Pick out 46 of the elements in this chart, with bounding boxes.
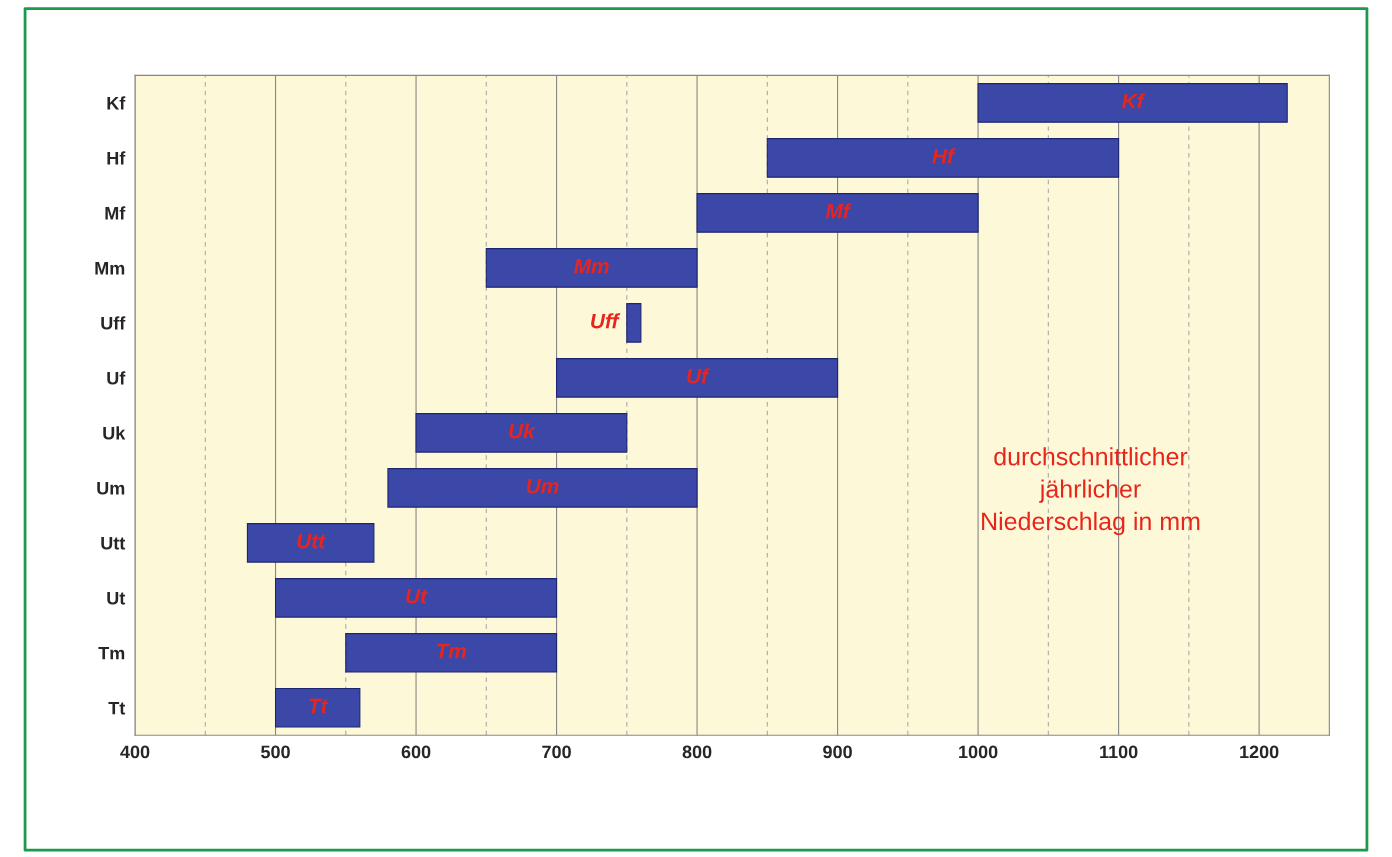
bar — [555, 358, 839, 398]
bar — [415, 413, 628, 453]
bar — [766, 138, 1120, 178]
bar — [626, 303, 642, 343]
y-tick-label: Mm — [95, 262, 125, 275]
x-tick-label: 600 — [401, 745, 431, 759]
x-tick-label: 1200 — [1240, 745, 1279, 759]
data-label: Utt — [297, 533, 326, 549]
data-label: Mm — [574, 258, 609, 274]
y-tick-label: Utt — [101, 536, 126, 550]
data-label: Uff — [591, 313, 621, 329]
bar — [977, 83, 1288, 123]
y-tick-label: Tm — [98, 646, 125, 660]
data-label: Tt — [309, 698, 329, 714]
x-tick-label: 900 — [823, 745, 852, 759]
x-tick-label: 400 — [120, 745, 150, 759]
x-tick-label: 1100 — [1100, 745, 1138, 759]
x-tick-label: 500 — [261, 745, 290, 759]
bar — [274, 578, 558, 618]
bar — [345, 633, 558, 673]
bar — [387, 468, 698, 508]
x-tick-label: 1000 — [959, 745, 998, 759]
y-tick-label: Mf — [105, 206, 126, 220]
y-tick-label: Um — [97, 481, 125, 495]
annotation: durchschnittlicher jährlicher Niederschlag in mm — [982, 447, 1200, 536]
y-tick-label: Kf — [107, 96, 126, 110]
bar — [246, 523, 375, 563]
bar — [696, 193, 979, 233]
x-tick-label: 800 — [682, 745, 712, 759]
data-label: Uf — [687, 368, 710, 384]
data-label: Hf — [932, 148, 956, 164]
data-label: Ut — [406, 588, 428, 604]
data-label: Tm — [437, 643, 466, 659]
data-label: Um — [526, 478, 559, 494]
x-tick-label: 700 — [542, 745, 571, 759]
y-tick-label: Ut — [107, 591, 126, 605]
bar — [485, 248, 698, 288]
y-tick-label: Hf — [107, 151, 126, 165]
y-tick-label: Uff — [101, 316, 126, 330]
y-tick-label: Uk — [103, 426, 126, 440]
data-label: Kf — [1122, 93, 1146, 109]
bar — [274, 688, 361, 728]
data-label: Uk — [509, 423, 536, 439]
y-tick-label: Uf — [107, 371, 126, 385]
data-label: Mf — [825, 203, 852, 219]
y-tick-label: Tt — [108, 701, 126, 715]
